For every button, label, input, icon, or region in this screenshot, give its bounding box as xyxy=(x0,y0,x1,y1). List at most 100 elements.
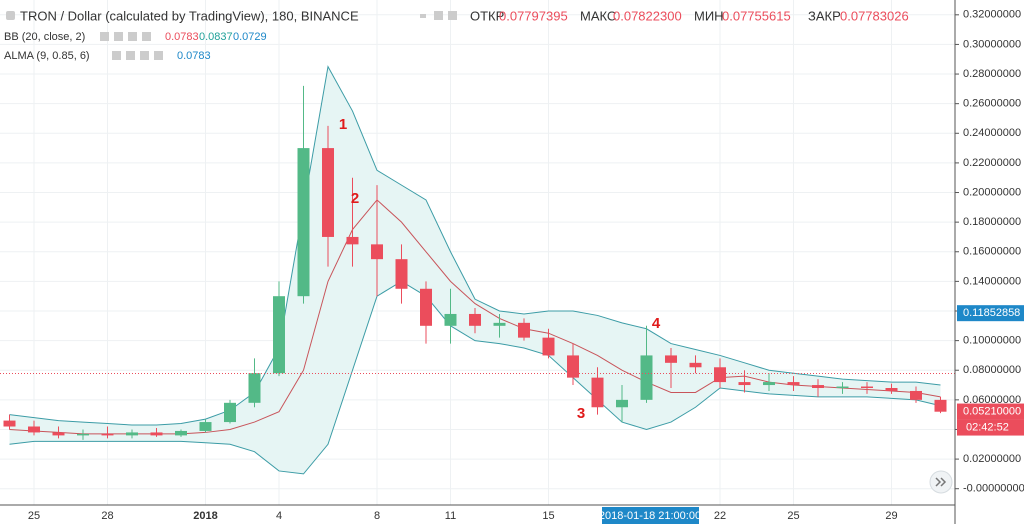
candle-body xyxy=(861,386,873,389)
legend-label: МАКС xyxy=(580,8,616,23)
header: TRON / Dollar (calculated by TradingView… xyxy=(4,8,909,61)
candle-body xyxy=(885,388,898,391)
price-badge xyxy=(957,403,1024,420)
candle-body xyxy=(248,373,261,403)
legend-value: 0.07783026 xyxy=(840,8,909,23)
candle-body xyxy=(126,432,138,436)
x-tick-label: 15 xyxy=(542,510,554,522)
y-tick-label: 0.22000000 xyxy=(963,157,1021,169)
y-tick-label: -0.00000000 xyxy=(963,483,1024,495)
y-tick-label: 0.18000000 xyxy=(963,216,1021,228)
x-tick-label: 28 xyxy=(101,510,113,522)
x-tick-label: 29 xyxy=(885,510,897,522)
candle-body xyxy=(224,402,236,423)
candle-body xyxy=(52,432,65,436)
annotation: 1 xyxy=(339,116,347,133)
y-tick-label: 0.20000000 xyxy=(963,186,1021,198)
indicator-value: 0.0837 xyxy=(199,31,233,43)
band-fill xyxy=(9,66,941,474)
y-tick-label: 0.24000000 xyxy=(963,127,1021,139)
candle-body xyxy=(591,377,604,408)
candle-body xyxy=(371,244,383,260)
y-tick-label: 0.28000000 xyxy=(963,68,1021,80)
legend-value: 0.07797395 xyxy=(499,8,568,23)
candle-body xyxy=(297,148,310,297)
bb-basis-line xyxy=(9,199,941,435)
candle-body xyxy=(175,430,187,436)
indicator-value: 0.0783 xyxy=(177,50,211,62)
price-badge-label: 0.11852858 xyxy=(963,307,1020,319)
x-tick-label: 8 xyxy=(374,510,380,522)
price-badge xyxy=(957,305,1024,322)
candle-body xyxy=(616,399,628,408)
candle-body xyxy=(444,313,457,326)
legend-label: ОТКР xyxy=(470,8,504,23)
cursor-time-badge xyxy=(602,507,699,524)
candle-body xyxy=(738,382,751,386)
annotation: 4 xyxy=(652,315,661,332)
y-tick-label: 0.30000000 xyxy=(963,38,1021,50)
y-tick-label: 0.08000000 xyxy=(963,364,1021,376)
candle-body xyxy=(469,313,481,326)
candle-body xyxy=(395,259,408,289)
annotation: 3 xyxy=(577,405,585,422)
candle-body xyxy=(3,420,16,427)
candle-body xyxy=(665,355,677,363)
candle-body xyxy=(199,422,212,431)
candle-body xyxy=(493,322,506,326)
y-tick-label: 0.16000000 xyxy=(963,246,1021,258)
x-tick-label: 4 xyxy=(276,510,282,522)
bb-upper-line xyxy=(9,65,941,426)
cursor-time: 2018-01-18 21:00:00 xyxy=(599,510,701,522)
annotations: 1 2 3 4 xyxy=(339,116,661,422)
countdown-label: 02:42:52 xyxy=(966,421,1009,433)
candle-body xyxy=(640,355,653,400)
legend-value: 0.07822300 xyxy=(613,8,682,23)
plot-area xyxy=(0,0,955,505)
candle-body xyxy=(518,322,530,338)
legend-label: МИН xyxy=(694,8,724,23)
y-tick-label: 0.06000000 xyxy=(963,394,1021,406)
candle-body xyxy=(542,337,555,356)
x-tick-label: 22 xyxy=(714,510,726,522)
indicator-name: ALMA (9, 0.85, 6) xyxy=(4,50,90,62)
y-tick-label: 0.10000000 xyxy=(963,335,1021,347)
x-tick-label: 25 xyxy=(787,510,799,522)
candle-body xyxy=(787,382,800,386)
countdown-badge xyxy=(957,419,1024,436)
legend-value: 0.07755615 xyxy=(722,8,791,23)
candle-body xyxy=(273,296,285,374)
x-tick-label: 11 xyxy=(445,510,456,522)
candle-body xyxy=(101,433,114,436)
candle-body xyxy=(150,432,163,436)
candle-body xyxy=(836,386,849,389)
indicator-value: 0.0783 xyxy=(165,31,199,43)
legend-label: ЗАКР xyxy=(808,8,841,23)
annotation: 2 xyxy=(351,190,359,207)
candle-body xyxy=(322,148,334,237)
indicator-name: BB (20, close, 2) xyxy=(4,31,85,43)
candle-body xyxy=(910,390,922,400)
header-icons xyxy=(6,11,457,60)
price-badge-label: 0.05210000 xyxy=(963,405,1021,417)
candle-body xyxy=(567,355,579,378)
candle-body xyxy=(346,236,359,245)
candle-body xyxy=(689,362,702,368)
candle-body xyxy=(28,426,40,433)
y-tick-label: 0.14000000 xyxy=(963,275,1021,287)
indicator-value: 0.0729 xyxy=(233,31,267,43)
y-tick-label: 0.02000000 xyxy=(963,453,1021,465)
candle-body xyxy=(812,385,824,389)
candle-body xyxy=(763,382,775,386)
candle-body xyxy=(77,433,89,436)
y-tick-label: 0.32000000 xyxy=(963,9,1021,21)
candle-body xyxy=(934,399,947,412)
y-tick-label: 0.26000000 xyxy=(963,98,1021,110)
scroll-button[interactable] xyxy=(929,470,953,494)
candle-body xyxy=(420,288,432,326)
x-tick-label: 2018 xyxy=(193,510,217,522)
x-tick-label: 25 xyxy=(28,510,40,522)
bb-lower-line xyxy=(9,280,941,475)
candle-body xyxy=(714,367,726,383)
